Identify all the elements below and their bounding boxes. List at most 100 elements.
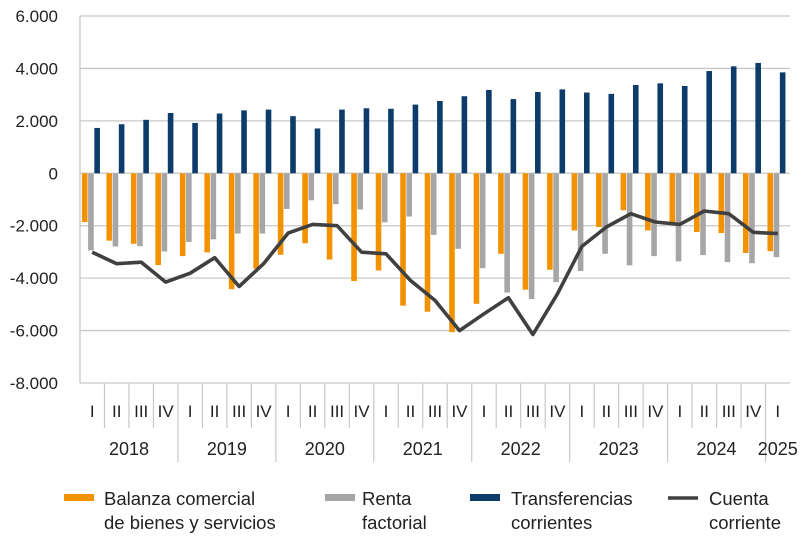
year-label: 2021 [403,439,443,459]
bar-renta-factorial [357,173,363,209]
bar-balanza-comercial-de-bienes-y-servicios [204,173,210,252]
bar-renta-factorial [553,173,559,282]
bar-renta-factorial [480,173,486,268]
bar-renta-factorial [455,173,461,248]
quarter-label: IV [745,402,762,421]
legend-label: Cuenta [709,488,769,509]
bar-transferencias-corrientes [584,93,590,174]
bar-transferencias-corrientes [486,90,492,173]
legend-label: corriente [709,512,781,533]
y-tick-label: 4.000 [15,59,58,78]
y-tick-label: -8.000 [10,374,58,393]
bar-renta-factorial [235,173,241,233]
bar-transferencias-corrientes [119,124,125,173]
bar-transferencias-corrientes [755,63,761,173]
quarter-label: II [700,402,709,421]
bar-balanza-comercial-de-bienes-y-servicios [376,173,382,270]
quarter-label: II [504,402,513,421]
legend-swatch [470,494,500,501]
y-tick-label: -2.000 [10,217,58,236]
bar-balanza-comercial-de-bienes-y-servicios [327,173,333,259]
y-tick-label: -6.000 [10,322,58,341]
bar-renta-factorial [627,173,633,265]
bar-balanza-comercial-de-bienes-y-servicios [767,173,773,251]
bar-renta-factorial [162,173,168,251]
bar-transferencias-corrientes [682,86,688,173]
bar-transferencias-corrientes [731,66,737,173]
quarter-label: I [90,402,95,421]
quarter-label: I [286,402,291,421]
year-label: 2020 [305,439,345,459]
bar-transferencias-corrientes [217,114,223,174]
bar-renta-factorial [284,173,290,209]
bar-renta-factorial [602,173,608,253]
bar-transferencias-corrientes [241,110,247,173]
bar-renta-factorial [308,173,314,200]
bar-balanza-comercial-de-bienes-y-servicios [572,173,578,230]
bar-balanza-comercial-de-bienes-y-servicios [694,173,700,232]
bar-transferencias-corrientes [339,110,345,174]
bar-balanza-comercial-de-bienes-y-servicios [229,173,235,289]
bar-transferencias-corrientes [706,71,712,173]
bar-transferencias-corrientes [560,89,566,173]
bar-balanza-comercial-de-bienes-y-servicios [82,173,88,222]
quarter-label: III [624,402,638,421]
bar-transferencias-corrientes [192,123,198,173]
bar-renta-factorial [406,173,412,216]
bar-balanza-comercial-de-bienes-y-servicios [449,173,455,332]
quarter-label: II [406,402,415,421]
bar-transferencias-corrientes [168,113,174,173]
quarter-label: III [232,402,246,421]
bar-balanza-comercial-de-bienes-y-servicios [523,173,529,289]
bar-transferencias-corrientes [290,116,296,173]
bar-renta-factorial [137,173,143,246]
quarter-label: IV [647,402,664,421]
bar-transferencias-corrientes [657,83,663,173]
quarter-label: I [775,402,780,421]
bar-transferencias-corrientes [143,120,149,173]
quarter-label: III [722,402,736,421]
quarter-label: IV [451,402,468,421]
year-label: 2024 [697,439,737,459]
legend-swatch [325,494,355,501]
year-label: 2018 [109,439,149,459]
bar-transferencias-corrientes [94,128,100,173]
bar-renta-factorial [676,173,682,261]
quarter-label: II [308,402,317,421]
bars [82,63,786,332]
y-tick-label: 0 [49,164,58,183]
year-label: 2025 [758,439,798,459]
bar-renta-factorial [749,173,755,263]
bar-balanza-comercial-de-bienes-y-servicios [302,173,308,243]
bar-balanza-comercial-de-bienes-y-servicios [498,173,504,253]
bar-transferencias-corrientes [608,94,614,173]
bar-renta-factorial [333,173,339,204]
bar-transferencias-corrientes [535,92,541,173]
bar-renta-factorial [774,173,780,257]
bar-balanza-comercial-de-bienes-y-servicios [474,173,480,304]
bar-renta-factorial [186,173,192,242]
bar-renta-factorial [88,173,94,250]
quarter-label: IV [549,402,566,421]
quarter-label: II [210,402,219,421]
bar-renta-factorial [651,173,657,256]
year-label: 2019 [207,439,247,459]
quarter-label: II [602,402,611,421]
bar-transferencias-corrientes [364,108,370,173]
bar-balanza-comercial-de-bienes-y-servicios [547,173,553,269]
bar-balanza-comercial-de-bienes-y-servicios [596,173,602,227]
quarter-label: III [526,402,540,421]
y-tick-label: 6.000 [15,7,58,26]
legend-label: Renta [362,488,412,509]
legend-label: de bienes y servicios [104,512,276,533]
bar-balanza-comercial-de-bienes-y-servicios [106,173,112,240]
bar-renta-factorial [113,173,119,246]
y-tick-label: 2.000 [15,112,58,131]
bar-balanza-comercial-de-bienes-y-servicios [743,173,749,253]
legend-label: factorial [362,512,427,533]
bar-renta-factorial [504,173,510,292]
bar-balanza-comercial-de-bienes-y-servicios [718,173,724,233]
